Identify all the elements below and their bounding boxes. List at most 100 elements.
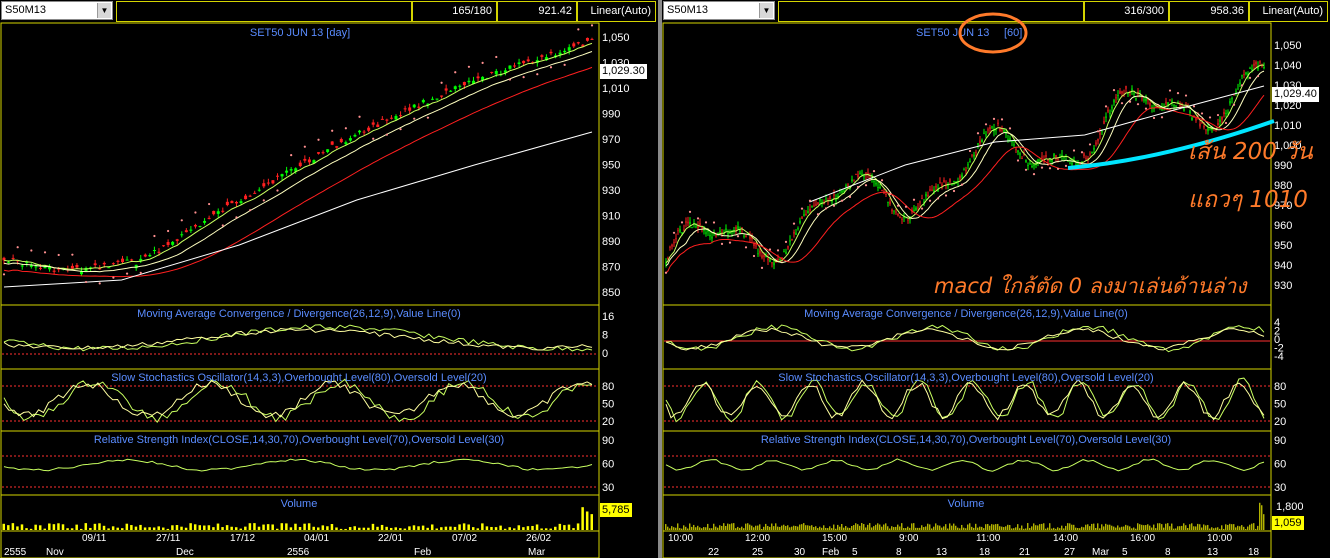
candle-body: [513, 65, 517, 67]
candle-body: [1227, 111, 1229, 113]
volume-bar: [1027, 523, 1029, 530]
candle-body: [705, 232, 707, 234]
candle-body: [1053, 153, 1055, 157]
volume-bar: [669, 528, 671, 530]
volume-bar: [801, 524, 803, 530]
sar-dot: [1256, 75, 1260, 78]
candle-body: [941, 184, 943, 188]
candle-body: [544, 57, 548, 61]
volume-bar: [689, 523, 691, 530]
candle-body: [859, 172, 861, 174]
candle-body: [362, 131, 366, 133]
candle-body: [1199, 123, 1201, 127]
candle-body: [885, 193, 887, 195]
volume-bar: [358, 527, 361, 530]
volume-bar: [576, 523, 580, 530]
volume-bar: [767, 525, 769, 530]
sar-dot: [712, 221, 716, 224]
price-axis-label: 960: [1274, 220, 1292, 232]
sar-dot: [249, 209, 252, 212]
volume-bar: [827, 528, 829, 530]
volume-bar: [1103, 526, 1105, 530]
sar-dot: [768, 248, 772, 251]
candle-body: [865, 172, 867, 176]
candle-body: [969, 160, 971, 163]
volume-bar: [508, 527, 511, 530]
candle-body: [1221, 117, 1223, 120]
volume-bar: [1143, 525, 1145, 530]
volume-bar: [963, 527, 965, 530]
volume-bar: [883, 524, 885, 530]
volume-bar: [403, 528, 407, 530]
last-volume-label: 5,785: [600, 503, 632, 517]
volume-bar: [1085, 524, 1087, 530]
candle-body: [761, 255, 763, 258]
candle-body: [1151, 106, 1153, 108]
stoch-axis-label: 80: [1274, 381, 1286, 393]
chevron-down-icon[interactable]: ▼: [759, 3, 773, 18]
volume-bar: [937, 525, 939, 530]
volume-bar: [855, 523, 857, 530]
candle-body: [38, 267, 42, 269]
date-tick-label: 22: [708, 547, 720, 558]
volume-bar: [877, 523, 879, 530]
volume-bar: [977, 527, 979, 530]
candle-body: [679, 229, 681, 232]
volume-bar: [34, 524, 37, 530]
volume-bar: [585, 511, 589, 530]
hourly-chart-canvas[interactable]: 1,0501,0401,0301,0201,0101,0009909809709…: [662, 0, 1330, 558]
candle-body: [1133, 93, 1135, 95]
ma-mid-line: [3, 51, 593, 273]
hourly-chart-window[interactable]: S50M13 ▼ 316/300 958.36 Linear(Auto) 1,0…: [662, 0, 1330, 558]
volume-bar: [180, 526, 183, 530]
volume-bar: [773, 526, 775, 530]
volume-bar: [1035, 525, 1037, 530]
volume-bar: [1155, 528, 1157, 530]
volume-bar: [775, 523, 777, 530]
volume-bar: [941, 527, 943, 530]
candle-body: [903, 216, 905, 218]
volume-bar: [1169, 526, 1171, 530]
candle-body: [807, 210, 809, 214]
candle-body: [1127, 93, 1129, 95]
candle-body: [805, 213, 807, 216]
volume-bar: [893, 527, 895, 530]
candle-body: [777, 258, 779, 261]
candle-body: [257, 189, 261, 191]
daily-chart-canvas[interactable]: 1,0501,0301,0109909709509309108908708501…: [0, 0, 658, 558]
candle-body: [1039, 159, 1041, 161]
volume-bar: [1093, 523, 1095, 530]
sar-dot: [792, 222, 796, 225]
candle-body: [953, 180, 955, 183]
cursor-price: 958.36: [1169, 1, 1249, 22]
volume-bar: [1195, 526, 1197, 530]
candle-body: [70, 265, 74, 269]
scale-mode[interactable]: Linear(Auto): [577, 1, 656, 22]
scale-mode[interactable]: Linear(Auto): [1249, 1, 1328, 22]
sar-dot: [1032, 173, 1036, 176]
candle-body: [216, 211, 220, 214]
volume-bar: [1175, 528, 1177, 530]
symbol-select[interactable]: S50M13 ▼: [663, 1, 775, 20]
date-tick-label: 27/11: [156, 533, 181, 544]
volume-bar: [1225, 524, 1227, 530]
volume-bar: [554, 526, 557, 530]
volume-bar: [11, 523, 15, 530]
volume-bar: [803, 523, 805, 530]
symbol-select[interactable]: S50M13 ▼: [1, 1, 113, 20]
candle-body: [715, 235, 717, 237]
daily-chart-window[interactable]: S50M13 ▼ 165/180 921.42 Linear(Auto) 1,0…: [0, 0, 658, 558]
candle-body: [1201, 121, 1203, 124]
candle-body: [285, 170, 289, 173]
chevron-down-icon[interactable]: ▼: [97, 3, 111, 18]
candle-body: [1255, 61, 1257, 65]
volume-bar: [1157, 523, 1159, 530]
volume-bar: [1171, 523, 1173, 530]
candle-body: [951, 184, 953, 186]
volume-bar: [819, 526, 821, 530]
sar-dot: [1200, 112, 1204, 115]
volume-bar: [399, 528, 402, 530]
volume-bar: [709, 528, 711, 530]
candle-body: [931, 189, 933, 191]
pane-splitter[interactable]: [658, 0, 662, 558]
